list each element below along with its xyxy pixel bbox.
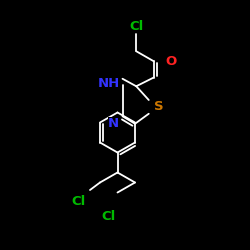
Text: Cl: Cl bbox=[102, 210, 116, 223]
Text: NH: NH bbox=[98, 77, 120, 90]
Text: O: O bbox=[166, 55, 177, 68]
Text: Cl: Cl bbox=[72, 195, 86, 208]
Text: N: N bbox=[108, 117, 119, 130]
Text: Cl: Cl bbox=[129, 20, 144, 33]
Text: S: S bbox=[154, 100, 164, 113]
